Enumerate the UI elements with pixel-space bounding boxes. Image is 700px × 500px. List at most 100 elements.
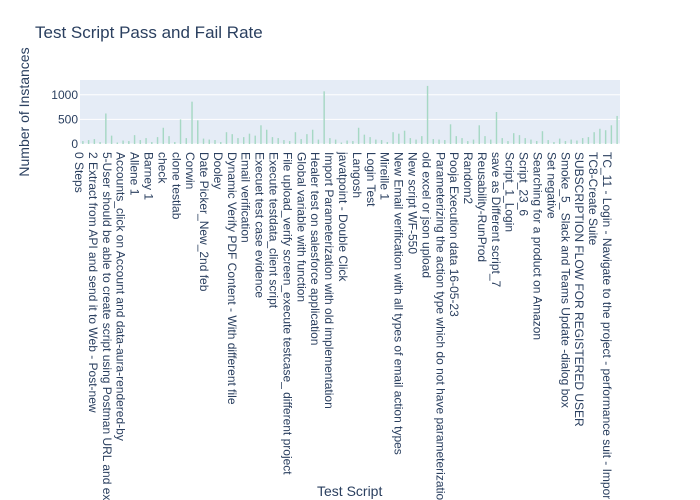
x-tick-label: Script_23_6 xyxy=(517,152,531,216)
bar xyxy=(311,129,314,144)
bar xyxy=(426,85,429,144)
bar xyxy=(93,139,96,144)
x-tick-label: Login Test xyxy=(364,152,378,207)
bar xyxy=(128,141,130,144)
bar xyxy=(547,140,549,144)
bar xyxy=(208,139,210,144)
x-tick-label: Execuet test case evidence xyxy=(253,152,267,298)
x-tick-label: 2 Extract from API and send it to Web - … xyxy=(86,152,100,413)
bar xyxy=(174,142,176,144)
bar xyxy=(564,141,567,144)
bar xyxy=(334,139,337,144)
bar xyxy=(317,139,320,144)
bar xyxy=(421,136,423,144)
bar xyxy=(535,141,538,144)
bar xyxy=(254,135,256,144)
bar xyxy=(380,140,383,144)
bar xyxy=(237,138,239,144)
x-tick-label: check xyxy=(155,152,169,184)
x-tick-label: Smoke_5_ Slack and Teams Update -dialog … xyxy=(558,152,572,408)
bar xyxy=(179,119,182,144)
bar xyxy=(386,142,389,144)
bar xyxy=(599,128,601,144)
bars xyxy=(82,85,618,144)
x-tick-label: old excel or json upload xyxy=(419,152,433,278)
bar xyxy=(306,134,308,144)
bar xyxy=(369,137,371,144)
bar xyxy=(133,135,136,144)
bar xyxy=(329,138,331,144)
x-tick-label: Barney 1 xyxy=(141,152,155,200)
x-tick-label: Import Parameterization with old impleme… xyxy=(322,152,336,409)
x-tick-label: Searching for a product on Amazon xyxy=(531,152,545,340)
bar xyxy=(581,138,584,144)
plot-background xyxy=(80,80,620,144)
bar xyxy=(472,139,475,144)
bar xyxy=(220,142,222,144)
bar xyxy=(202,138,205,144)
bar xyxy=(294,132,297,144)
bar xyxy=(604,130,607,144)
bar xyxy=(438,139,440,144)
bar xyxy=(277,138,279,144)
bar xyxy=(288,141,291,144)
gridlines xyxy=(80,94,620,145)
bar xyxy=(558,138,561,144)
bar xyxy=(185,138,187,144)
x-axis-title: Test Script xyxy=(317,483,383,499)
y-tick-label: 1000 xyxy=(51,88,78,102)
x-tick-label: save as Different script_7 xyxy=(489,152,503,288)
bar xyxy=(82,141,84,144)
bar xyxy=(151,142,153,144)
x-tick-label: Accounts_click on Account and data-aura-… xyxy=(114,152,128,441)
bar xyxy=(357,127,360,144)
bar xyxy=(495,112,498,144)
x-tick-label: Date Picker_New_2nd feb xyxy=(197,152,211,292)
x-tick-label: Corwin xyxy=(183,152,197,189)
x-tick-label: Allene 1 xyxy=(128,152,142,196)
bar xyxy=(409,138,412,144)
bar xyxy=(87,140,90,144)
chart-title: Test Script Pass and Fail Rate xyxy=(35,23,263,42)
bar xyxy=(507,141,509,144)
x-tick-label: Pooja Execution data 16-05-23 xyxy=(447,152,461,317)
bar xyxy=(231,134,233,144)
x-tick-label: Set negative xyxy=(544,152,558,219)
bar xyxy=(587,137,590,144)
x-tick-label: 0 Steps xyxy=(72,152,86,193)
bar xyxy=(518,135,521,144)
bar xyxy=(455,136,457,144)
x-tick-label: Global variable with function xyxy=(294,152,308,302)
bar xyxy=(392,132,394,144)
bar xyxy=(352,141,354,144)
bar xyxy=(116,142,119,144)
bar xyxy=(403,130,406,144)
x-tick-label: Reusability-RunProd xyxy=(475,152,489,262)
x-tick-label: Random2 xyxy=(461,152,475,204)
bar xyxy=(593,132,595,144)
x-tick-label: clone testlab xyxy=(169,152,183,220)
bar xyxy=(449,124,452,144)
x-tick-label: SUBSCRIPTION FLOW FOR REGISTERED USER xyxy=(572,152,586,427)
bar xyxy=(501,138,503,144)
x-tick-label: Execute testdata_client script xyxy=(267,152,281,309)
bar xyxy=(214,140,216,144)
bar xyxy=(156,137,159,144)
bar xyxy=(616,115,618,144)
bar xyxy=(323,91,325,144)
bar xyxy=(197,120,199,144)
bar xyxy=(432,139,435,144)
x-tick-label: Mireille 1 xyxy=(378,152,392,200)
bar xyxy=(490,139,492,144)
bar xyxy=(265,129,268,144)
bar xyxy=(340,142,343,144)
bar xyxy=(541,131,544,144)
bar xyxy=(570,139,572,144)
y-axis: 0 500 1000 xyxy=(51,88,78,151)
bar xyxy=(248,133,251,144)
bar xyxy=(530,139,532,144)
bar xyxy=(162,127,165,144)
bar xyxy=(168,136,170,144)
